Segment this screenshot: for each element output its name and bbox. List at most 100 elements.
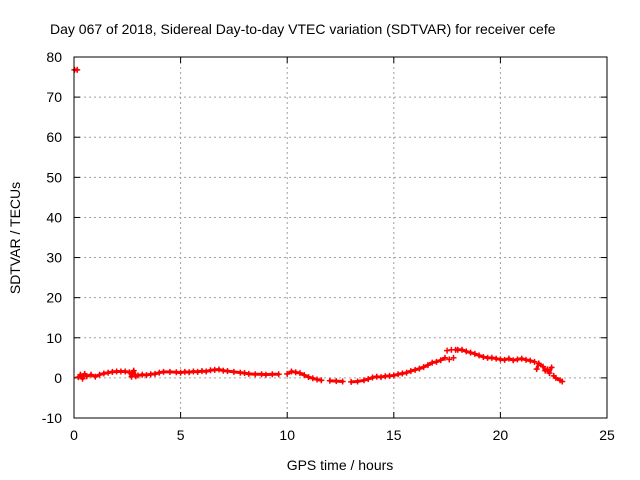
y-tick-label: 40	[46, 209, 62, 225]
data-point	[407, 368, 414, 375]
data-point	[305, 374, 312, 381]
data-point	[437, 357, 444, 364]
x-tick-label: 25	[599, 427, 615, 443]
data-point	[480, 354, 487, 361]
data-point	[130, 367, 137, 374]
data-point	[318, 377, 325, 384]
y-tick-label: 70	[46, 89, 62, 105]
series-sdtvar	[71, 66, 566, 385]
data-point	[444, 347, 451, 354]
data-point	[309, 375, 316, 382]
data-point	[275, 371, 282, 378]
data-point	[301, 372, 308, 379]
data-point	[365, 376, 372, 383]
data-point	[505, 355, 512, 362]
data-point	[269, 371, 276, 378]
y-tick-label: -10	[42, 410, 62, 426]
data-point	[166, 368, 173, 375]
ticks	[73, 56, 608, 419]
data-point	[354, 378, 361, 385]
data-point	[429, 359, 436, 366]
data-point	[510, 357, 517, 364]
data-point	[88, 371, 95, 378]
x-tick-label: 5	[177, 427, 185, 443]
data-point	[126, 369, 133, 376]
data-point	[559, 378, 566, 385]
data-point	[403, 369, 410, 376]
data-point	[390, 372, 397, 379]
y-tick-label: 60	[46, 129, 62, 145]
data-point	[230, 368, 237, 375]
data-point	[292, 369, 299, 376]
data-point	[156, 369, 163, 376]
y-tick-label: 80	[46, 49, 62, 65]
data-point	[77, 371, 84, 378]
data-point	[314, 376, 321, 383]
data-point	[552, 374, 559, 381]
data-point	[134, 372, 141, 379]
y-tick-label: 30	[46, 250, 62, 266]
data-point	[348, 378, 355, 385]
plot-border	[73, 56, 608, 419]
data-point	[433, 358, 440, 365]
data-point	[540, 363, 547, 370]
data-point	[160, 368, 167, 375]
data-point	[203, 368, 210, 375]
data-point	[378, 374, 385, 381]
data-point	[369, 374, 376, 381]
data-point	[399, 370, 406, 377]
data-point	[326, 377, 333, 384]
data-point	[424, 362, 431, 369]
data-point	[544, 366, 551, 373]
data-point	[252, 371, 259, 378]
tick-labels: 0 5 10 15 20 25 -10 0 10 20 30 40 50 60 70 80	[42, 49, 615, 443]
data-point	[531, 358, 538, 365]
data-point	[105, 369, 112, 376]
x-tick-label: 0	[70, 427, 78, 443]
data-point	[416, 365, 423, 372]
x-tick-label: 10	[279, 427, 295, 443]
data-point	[493, 355, 500, 362]
data-point	[288, 368, 295, 375]
y-tick-label: 50	[46, 169, 62, 185]
data-point	[92, 373, 99, 380]
data-point	[476, 352, 483, 359]
y-tick-label: 20	[46, 290, 62, 306]
data-point	[501, 356, 508, 363]
data-point	[215, 366, 222, 373]
data-point	[395, 371, 402, 378]
data-point	[152, 370, 159, 377]
data-point	[467, 349, 474, 356]
data-point	[450, 354, 457, 361]
x-tick-label: 15	[386, 427, 402, 443]
data-point	[463, 348, 470, 355]
y-tick-label: 10	[46, 330, 62, 346]
data-point	[546, 370, 553, 377]
y-tick-label: 0	[54, 370, 62, 386]
data-point	[333, 378, 340, 385]
data-point	[224, 368, 231, 375]
data-point	[446, 356, 453, 363]
chart-title: Day 067 of 2018, Sidereal Day-to-day VTE…	[50, 21, 556, 37]
data-point	[488, 354, 495, 361]
data-point	[83, 373, 90, 380]
data-point	[518, 355, 525, 362]
data-point	[522, 356, 529, 363]
data-point	[533, 366, 540, 373]
data-point	[527, 357, 534, 364]
data-point	[284, 370, 291, 377]
data-point	[514, 356, 521, 363]
data-point	[96, 371, 103, 378]
data-point	[548, 364, 555, 371]
data-point	[245, 370, 252, 377]
y-axis-label: SDTVAR / TECUs	[7, 182, 23, 294]
data-point	[100, 370, 107, 377]
data-point	[79, 375, 86, 382]
data-point	[535, 360, 542, 367]
data-point	[296, 370, 303, 377]
data-point	[143, 372, 150, 379]
data-point	[241, 370, 248, 377]
x-tick-label: 20	[493, 427, 509, 443]
data-point	[122, 368, 129, 375]
